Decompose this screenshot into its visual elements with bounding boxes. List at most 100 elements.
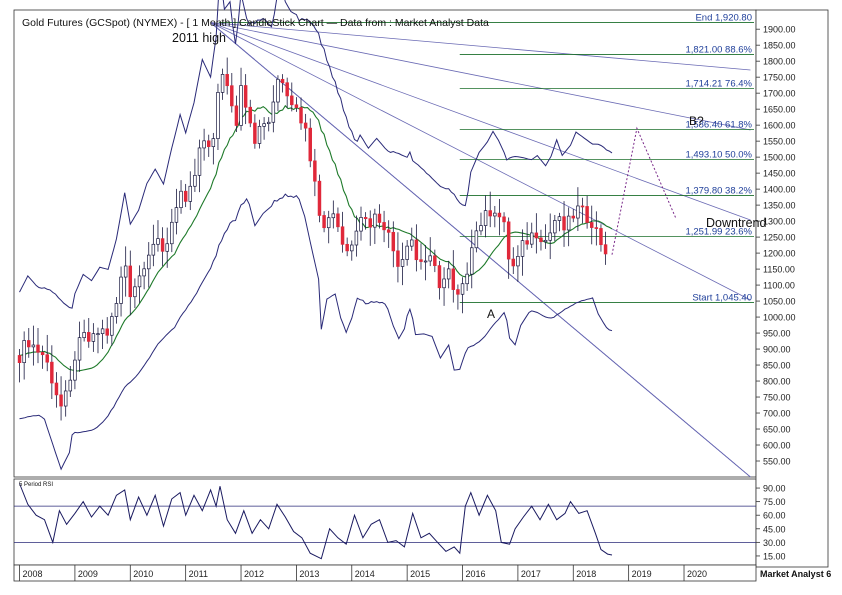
candle-body <box>396 250 400 267</box>
fib-level-label: 1,714.21 76.4% <box>685 79 752 90</box>
candle-body <box>391 231 396 252</box>
candle-body <box>271 101 276 123</box>
fib-level-label: End 1,920.80 <box>695 13 752 24</box>
candle-body <box>322 215 326 229</box>
time-axis: 2008 2009 2010 2011 2012 2013 2014 2015 2016 2017… <box>19 565 707 581</box>
rsi-axis: 15.00 30.00 45.00 60.00 75.00 90.00 <box>756 484 786 561</box>
candle-body <box>539 237 543 243</box>
candle-body <box>63 390 68 407</box>
price-tick-label: 1350.00 <box>763 201 796 211</box>
fan-line <box>210 22 751 131</box>
candlesticks <box>17 57 608 421</box>
candle-body <box>497 212 502 218</box>
candle-body <box>308 127 312 162</box>
price-tick-label: 1150.00 <box>763 265 795 275</box>
candle-body <box>123 265 128 278</box>
rsi-tick-label: 30.00 <box>763 538 786 548</box>
fibonacci-levels: End 1,920.80 1,821.00 88.6% 1,714.21 76.4%… <box>218 13 754 304</box>
price-tick-label: 1900.00 <box>763 25 796 35</box>
candle-body <box>174 207 179 223</box>
price-tick-label: 1200.00 <box>763 249 796 259</box>
candle-body <box>183 190 188 202</box>
candle-body <box>474 230 479 249</box>
candle-body <box>530 232 534 245</box>
annotation-downtrend: Downtrend <box>706 216 766 230</box>
candle-body <box>87 332 91 342</box>
candle-body <box>266 121 271 125</box>
fib-level-label: 1,379.80 38.2% <box>685 186 752 197</box>
candle-body <box>225 74 229 87</box>
candle-body <box>40 351 45 356</box>
candle-body <box>534 232 539 239</box>
candle-body <box>147 254 151 270</box>
price-tick-label: 800.00 <box>763 377 791 387</box>
candle-body <box>594 227 599 229</box>
candle-body <box>470 247 474 275</box>
bollinger-lower-band <box>19 193 613 471</box>
time-tick-label: 2010 <box>133 569 153 579</box>
candle-body <box>114 303 119 317</box>
price-tick-label: 550.00 <box>763 457 791 467</box>
candle-body <box>400 259 405 267</box>
time-tick-label: 2013 <box>299 569 319 579</box>
candle-body <box>336 213 340 228</box>
time-tick-label: 2009 <box>78 569 98 579</box>
time-tick-label: 2019 <box>632 569 652 579</box>
candle-body <box>230 85 234 107</box>
candle-body <box>377 213 382 223</box>
price-tick-label: 1800.00 <box>763 57 796 67</box>
candle-body <box>73 359 77 381</box>
candle-body <box>27 340 31 348</box>
rsi-tick-label: 75.00 <box>763 497 786 507</box>
price-tick-label: 650.00 <box>763 425 791 435</box>
candle-body <box>359 217 363 232</box>
rsi-tick-label: 60.00 <box>763 511 786 521</box>
time-tick-label: 2014 <box>355 569 375 579</box>
price-tick-label: 1700.00 <box>763 89 796 99</box>
fib-level-label: 1,821.00 88.6% <box>685 44 752 55</box>
candle-body <box>331 213 336 219</box>
candle-body <box>419 259 423 262</box>
price-tick-label: 1450.00 <box>763 169 796 179</box>
y-axis-panel <box>755 9 829 568</box>
price-tick-label: 700.00 <box>763 409 791 419</box>
candle-body <box>451 268 456 290</box>
candle-body <box>571 215 576 219</box>
candle-body <box>206 140 211 147</box>
fan-line <box>210 22 751 221</box>
candle-body <box>599 228 603 246</box>
candle-body <box>576 205 580 219</box>
projection-line <box>611 126 677 255</box>
price-tick-label: 1850.00 <box>763 41 796 51</box>
fan-lines <box>210 22 751 478</box>
candle-body <box>193 174 197 187</box>
candle-body <box>276 78 280 103</box>
bollinger-upper-band <box>19 0 613 309</box>
candle-body <box>520 240 525 257</box>
candle-body <box>460 283 465 295</box>
candle-body <box>188 185 193 202</box>
annotation-2011-high: 2011 high <box>172 31 226 45</box>
price-tick-label: 1300.00 <box>763 217 796 227</box>
price-tick-label: 600.00 <box>763 441 791 451</box>
candle-body <box>373 213 377 228</box>
candle-body <box>45 354 49 363</box>
candle-body <box>603 244 608 255</box>
candle-body <box>368 218 372 228</box>
candle-body <box>170 221 174 245</box>
candle-body <box>257 125 262 144</box>
candle-body <box>340 226 345 245</box>
candle-body <box>354 230 359 246</box>
candle-body <box>59 394 63 407</box>
candle-body <box>22 340 26 363</box>
price-tick-label: 1400.00 <box>763 185 796 195</box>
price-tick-label: 1600.00 <box>763 121 796 131</box>
candle-body <box>317 180 322 216</box>
candle-body <box>165 243 169 252</box>
rsi-line <box>19 483 613 560</box>
price-tick-label: 1100.00 <box>763 281 795 291</box>
candle-body <box>68 379 73 392</box>
candle-body <box>382 222 386 231</box>
price-tick-label: 900.00 <box>763 345 791 355</box>
